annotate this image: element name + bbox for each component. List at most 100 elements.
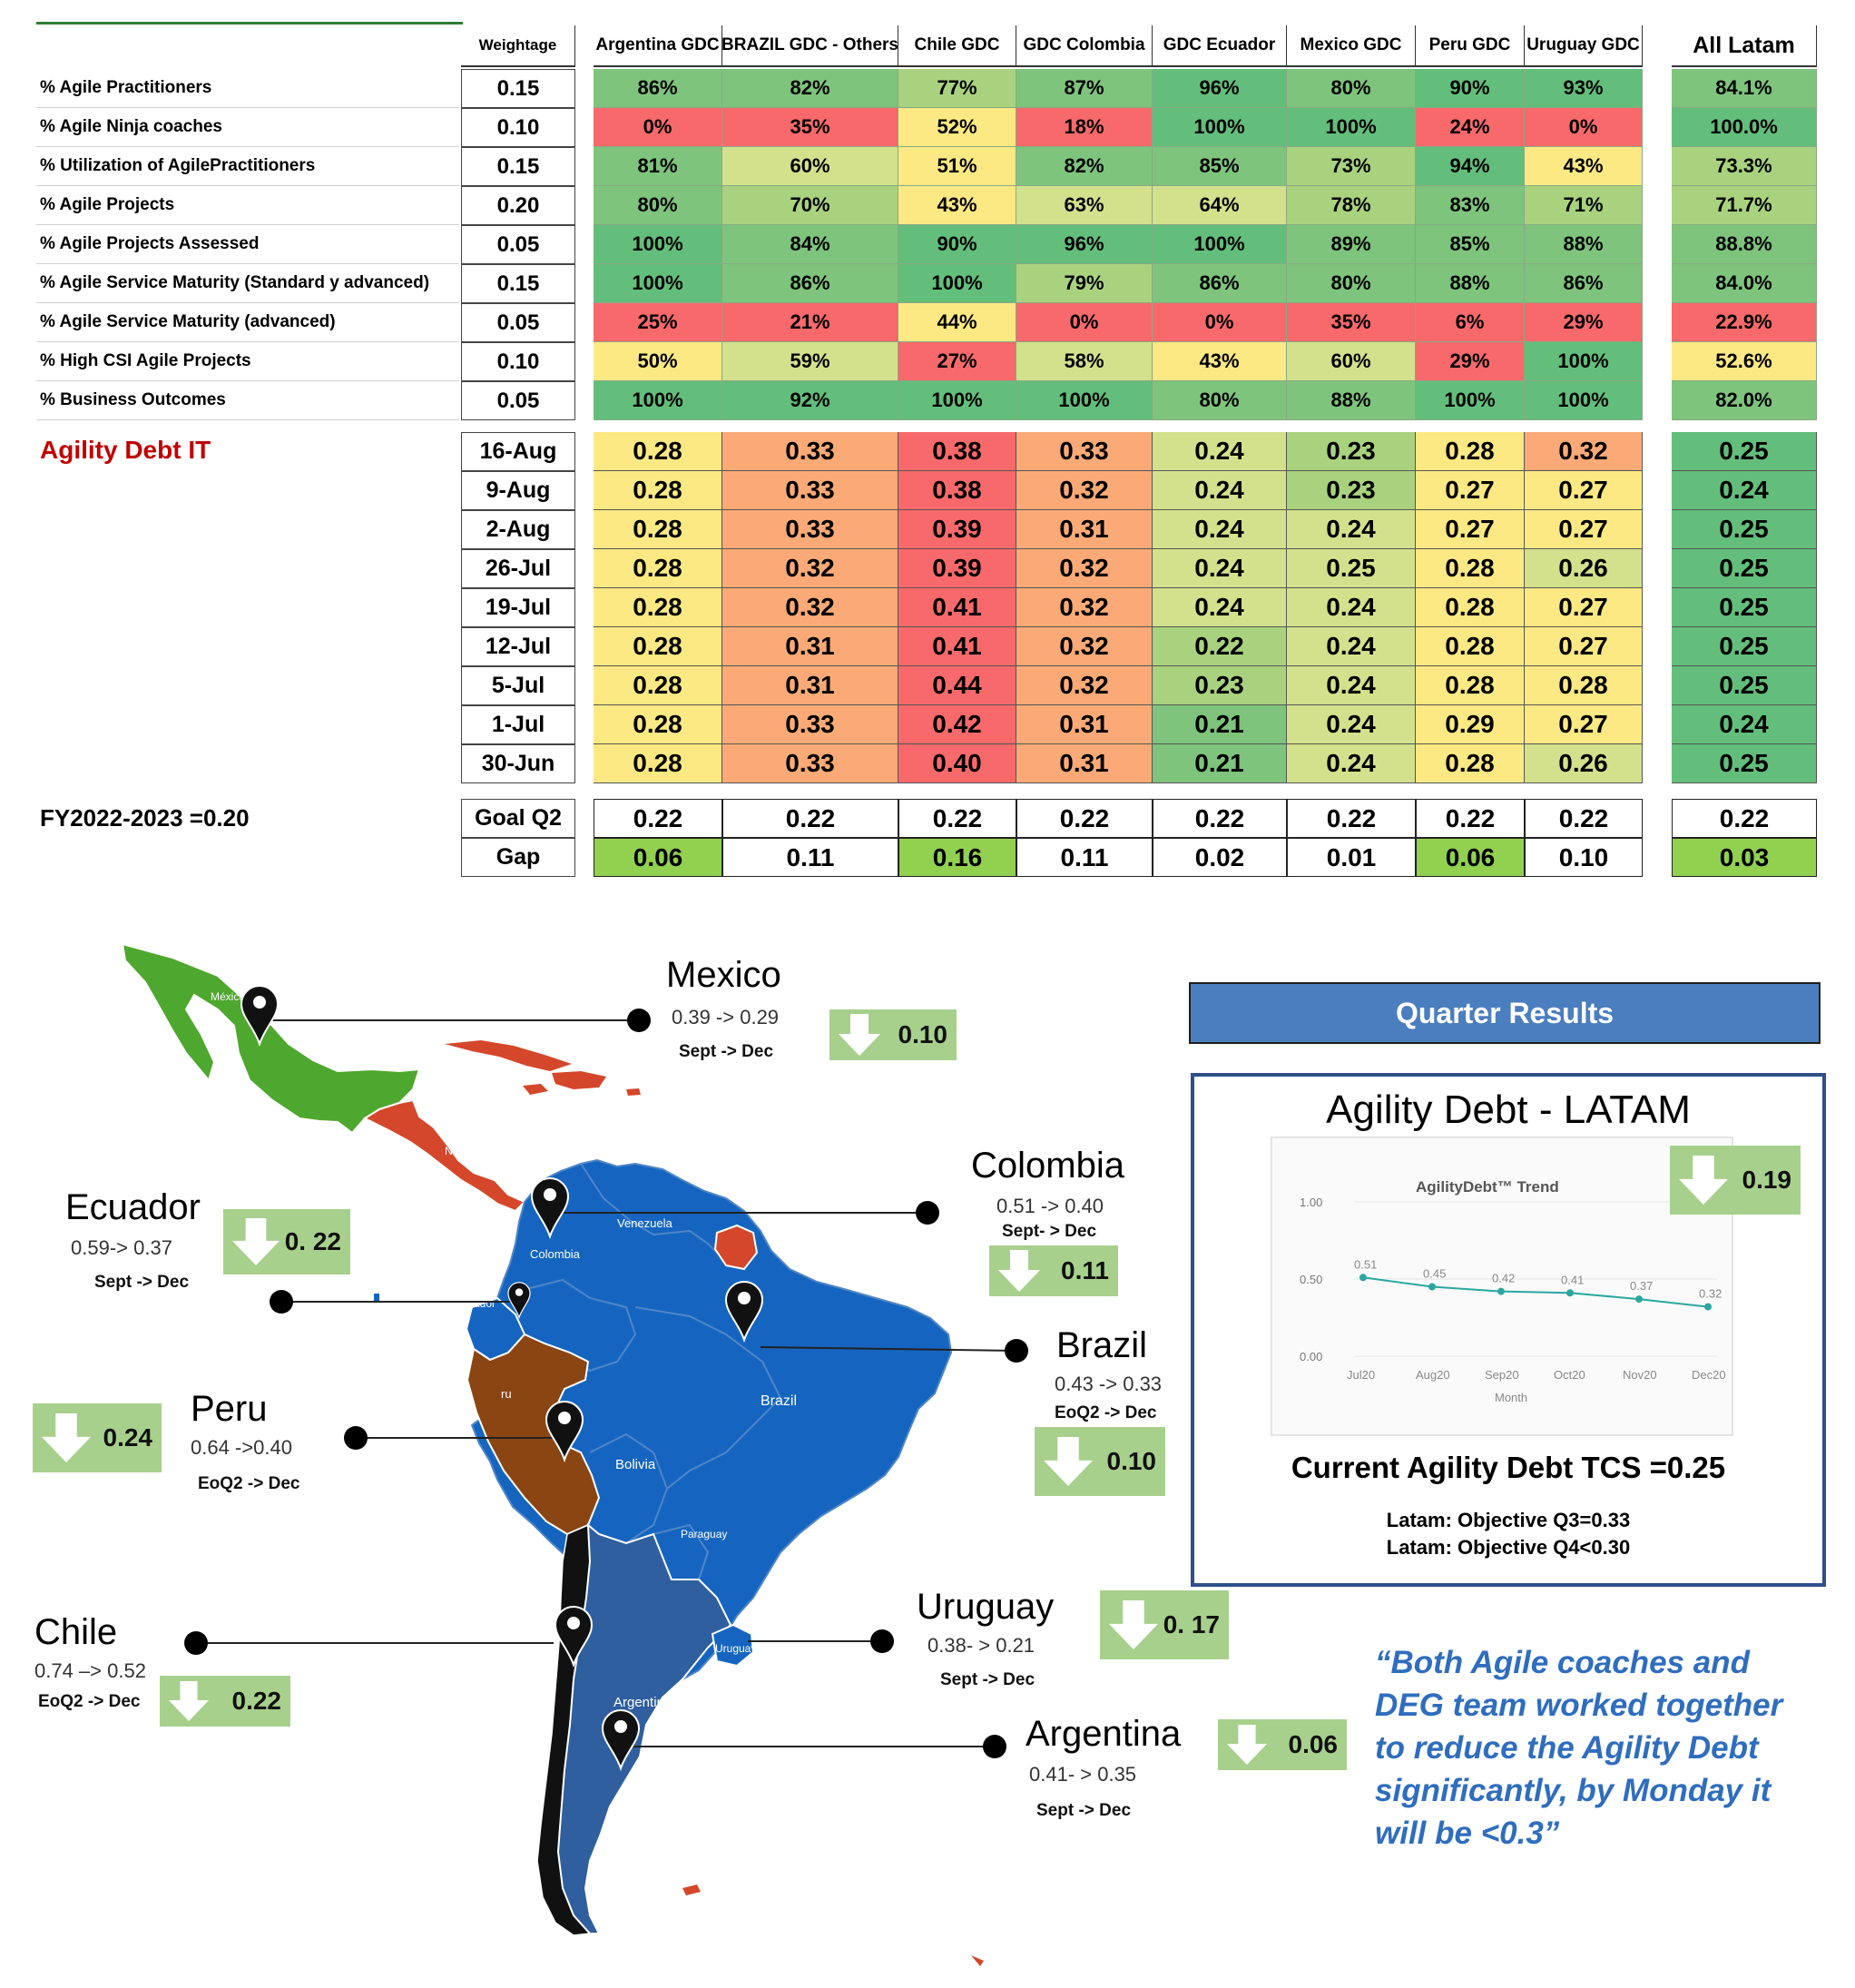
- metric-cell: 44%: [898, 303, 1016, 342]
- debt-cell: 0.27: [1525, 510, 1643, 549]
- delta-value-colombia: 0.11: [1061, 1256, 1109, 1284]
- debt-cell: 0.22: [1153, 627, 1287, 666]
- metric-weight: 0.15: [461, 264, 575, 303]
- debt-date: 12-Jul: [461, 627, 575, 666]
- gap-cell: 0.01: [1287, 838, 1416, 877]
- country-name-colombia: Colombia: [971, 1146, 1124, 1186]
- metric-cell: 90%: [898, 225, 1016, 264]
- metric-cell: 88%: [1525, 225, 1643, 264]
- delta-value-mexico: 0.10: [898, 1020, 948, 1048]
- goal-cell: 0.22: [1016, 799, 1153, 838]
- pin-icon: [507, 1282, 531, 1320]
- metric-cell: 100%: [1287, 108, 1416, 147]
- metric-cell-all: 71.7%: [1672, 186, 1817, 225]
- map-label-uruguay: Uruguay: [715, 1642, 756, 1655]
- debt-cell-all: 0.25: [1672, 744, 1817, 783]
- debt-cell: 0.24: [1153, 471, 1287, 510]
- metric-cell: 43%: [1153, 342, 1287, 381]
- goal-cell: 0.22: [898, 799, 1016, 838]
- goal-label: Goal Q2: [461, 799, 575, 838]
- debt-cell: 0.31: [722, 627, 898, 666]
- metric-cell: 100%: [1016, 381, 1153, 420]
- map-label-ecuador: ador: [474, 1297, 496, 1310]
- metric-cell: 80%: [1153, 381, 1287, 420]
- country-period-colombia: Sept- > Dec: [1002, 1222, 1097, 1241]
- debt-cell: 0.28: [594, 471, 722, 510]
- debt-date: 5-Jul: [461, 666, 575, 705]
- venezuela-border: [580, 1163, 727, 1263]
- country-name-uruguay: Uruguay: [917, 1587, 1055, 1627]
- metric-cell: 82%: [722, 69, 898, 108]
- metric-cell: 88%: [1287, 381, 1416, 420]
- debt-cell: 0.24: [1287, 666, 1416, 705]
- debt-cell: 0.28: [594, 510, 722, 549]
- x-tick-label: Jul20: [1347, 1368, 1375, 1382]
- data-point: [1704, 1303, 1712, 1311]
- debt-cell: 0.21: [1153, 744, 1287, 783]
- metric-cell: 27%: [898, 342, 1016, 381]
- data-point: [1359, 1274, 1367, 1282]
- team-quote: “Both Agile coaches and DEG team worked …: [1375, 1645, 1783, 1851]
- gap-cell: 0.02: [1153, 838, 1287, 877]
- country-name-ecuador: Ecuador: [65, 1187, 201, 1227]
- data-label: 0.32: [1699, 1287, 1722, 1301]
- down-arrow-icon: [42, 1413, 91, 1462]
- gap-cell: 0.06: [594, 838, 722, 877]
- x-axis-label: Month: [1495, 1391, 1527, 1404]
- debt-cell: 0.24: [1287, 627, 1416, 666]
- argentina-shape: [556, 1522, 732, 1934]
- gap-cell: 0.11: [722, 838, 898, 877]
- metric-cell: 88%: [1416, 264, 1525, 303]
- goal-cell: 0.22: [1153, 799, 1287, 838]
- metric-cell: 79%: [1016, 264, 1153, 303]
- agility-scorecard-table: Agility Debt IT FY2022-2023 =0.20 Weight…: [0, 0, 1855, 890]
- debt-cell-all: 0.25: [1672, 549, 1817, 588]
- metric-cell-all: 84.0%: [1672, 264, 1817, 303]
- metric-label: % Agile Ninja coaches: [36, 108, 459, 147]
- metric-cell: 58%: [1016, 342, 1153, 381]
- debt-cell: 0.28: [1416, 666, 1525, 705]
- metric-cell: 80%: [1287, 264, 1416, 303]
- country-period-mexico: Sept -> Dec: [679, 1042, 774, 1061]
- metric-cell: 100%: [594, 381, 722, 420]
- metric-cell: 64%: [1153, 186, 1287, 225]
- gap-cell: 0.10: [1525, 838, 1643, 877]
- metric-cell: 18%: [1016, 108, 1153, 147]
- quarter-results-title: Quarter Results: [1189, 982, 1821, 1044]
- metric-cell: 60%: [722, 147, 898, 186]
- data-point: [1428, 1283, 1436, 1291]
- metric-cell: 85%: [1153, 147, 1287, 186]
- debt-cell: 0.27: [1525, 705, 1643, 744]
- delta-value-latam: 0.19: [1742, 1166, 1792, 1194]
- data-point: [1497, 1287, 1505, 1295]
- delta-badge-argentina: 0.06: [1218, 1719, 1347, 1770]
- debt-cell: 0.24: [1287, 510, 1416, 549]
- dot-ecuador: [270, 1290, 293, 1314]
- country-name-chile: Chile: [34, 1612, 118, 1652]
- debt-cell-all: 0.25: [1672, 588, 1817, 627]
- debt-cell: 0.38: [898, 471, 1016, 510]
- debt-cell: 0.23: [1287, 432, 1416, 471]
- mexico-shape: [121, 942, 421, 1135]
- debt-cell: 0.24: [1287, 744, 1416, 783]
- debt-cell: 0.28: [594, 549, 722, 588]
- metric-cell: 89%: [1287, 225, 1416, 264]
- country-period-peru: EoQ2 -> Dec: [198, 1474, 300, 1493]
- debt-cell: 0.33: [722, 705, 898, 744]
- down-arrow-icon: [1044, 1437, 1093, 1486]
- metric-cell: 100%: [1416, 381, 1525, 420]
- metric-cell: 43%: [1525, 147, 1643, 186]
- x-tick-label: Dec20: [1692, 1368, 1726, 1382]
- metric-cell: 100%: [898, 381, 1016, 420]
- country-values-uruguay: 0.38- > 0.21: [928, 1634, 1035, 1657]
- country-period-ecuador: Sept -> Dec: [94, 1273, 190, 1292]
- debt-cell: 0.28: [594, 627, 722, 666]
- delta-value-brazil: 0.10: [1106, 1447, 1157, 1475]
- y-tick-label: 0.50: [1300, 1273, 1322, 1286]
- debt-cell: 0.41: [898, 627, 1016, 666]
- column-header-7: Uruguay GDC: [1525, 25, 1643, 67]
- debt-cell: 0.42: [898, 705, 1016, 744]
- agility-debt-latam-heading: Agility Debt - LATAM: [1326, 1087, 1691, 1132]
- falklands-shape: [682, 1885, 701, 1895]
- gap-label: Gap: [461, 838, 575, 877]
